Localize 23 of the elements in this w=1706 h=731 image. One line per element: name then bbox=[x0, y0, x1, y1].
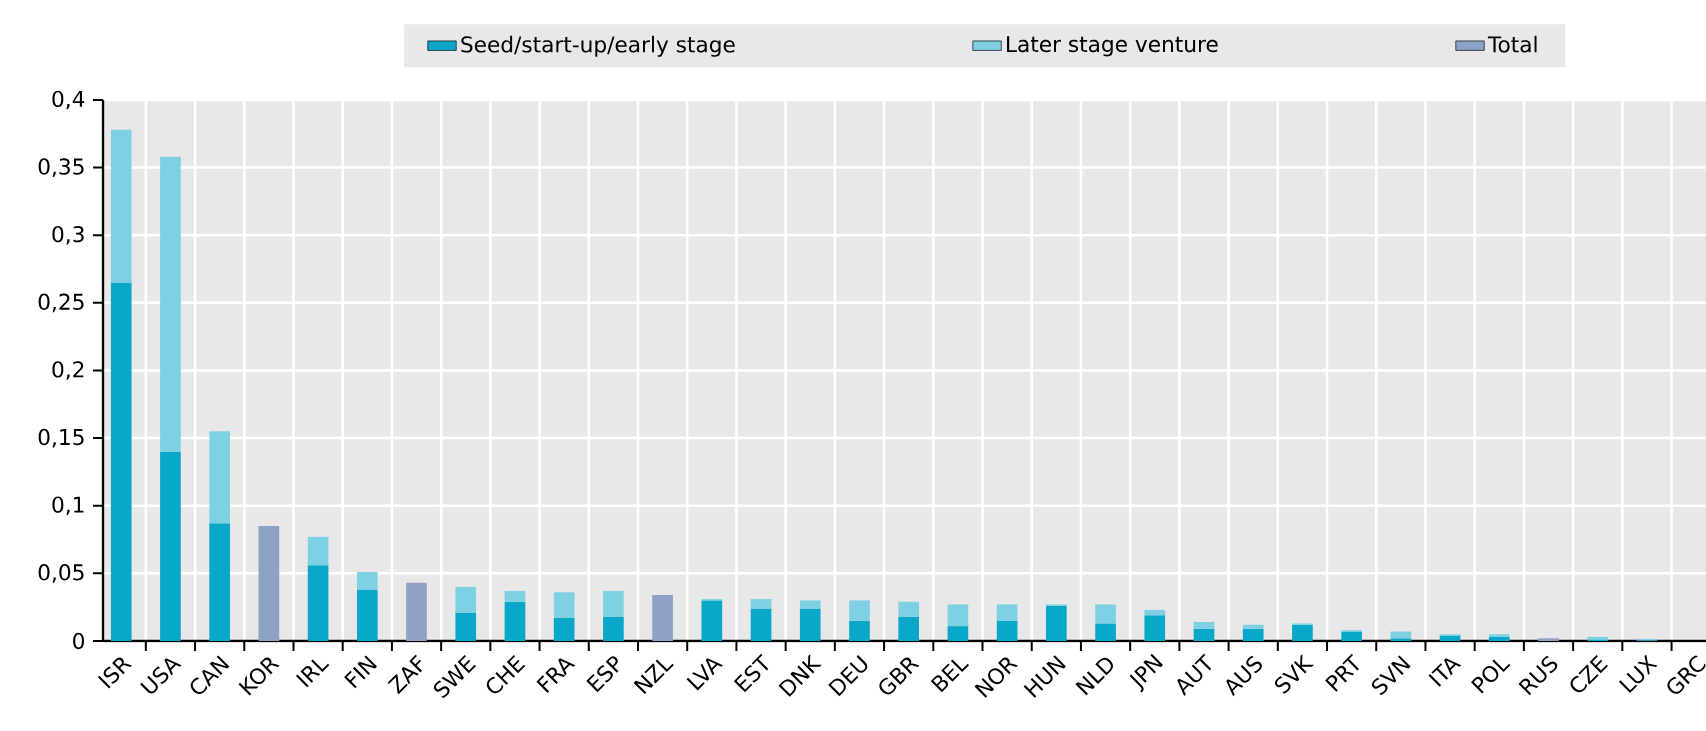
y-tick-label: 0,4 bbox=[52, 90, 85, 110]
y-tick-label: 0,1 bbox=[52, 496, 84, 516]
y-tick-label: 0 bbox=[73, 632, 85, 650]
x-tick-label: FIN bbox=[344, 655, 378, 689]
x-tick-label: ESP bbox=[586, 656, 619, 693]
y-tick-label: 0,05 bbox=[38, 564, 84, 583]
legend-label: Seed/start-up/early stage bbox=[461, 35, 735, 57]
y-tick-label: 0,25 bbox=[38, 293, 84, 313]
y-tick-label: 0,15 bbox=[38, 428, 84, 448]
legend-label: Total bbox=[1487, 35, 1537, 53]
x-tick-label: NZL bbox=[633, 659, 674, 695]
x-tick-label: USA bbox=[140, 658, 182, 694]
y-tick-label: 0,3 bbox=[52, 225, 84, 245]
x-tick-label: BEL bbox=[930, 659, 970, 693]
y-tick-label: 0,35 bbox=[38, 158, 84, 177]
x-tick-label: POL bbox=[1471, 659, 1511, 694]
y-tick-label: 0,2 bbox=[52, 361, 84, 380]
x-tick-label: ISR bbox=[97, 657, 133, 689]
x-tick-label: FRA bbox=[536, 658, 576, 693]
x-tick-label: ITA bbox=[1428, 658, 1462, 687]
x-tick-label: IRL bbox=[295, 659, 330, 688]
x-tick-label: LVA bbox=[686, 658, 723, 691]
legend-label: Later stage venture bbox=[1007, 36, 1218, 57]
